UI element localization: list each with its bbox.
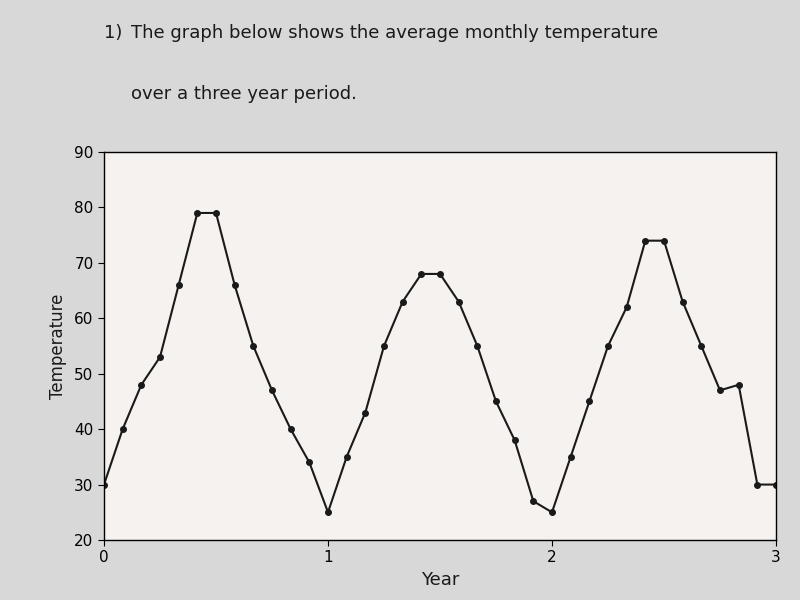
Y-axis label: Temperature: Temperature	[50, 293, 67, 398]
Text: over a three year period.: over a three year period.	[131, 85, 357, 103]
Text: The graph below shows the average monthly temperature: The graph below shows the average monthl…	[131, 24, 658, 42]
Text: 1): 1)	[104, 24, 122, 42]
X-axis label: Year: Year	[421, 571, 459, 589]
